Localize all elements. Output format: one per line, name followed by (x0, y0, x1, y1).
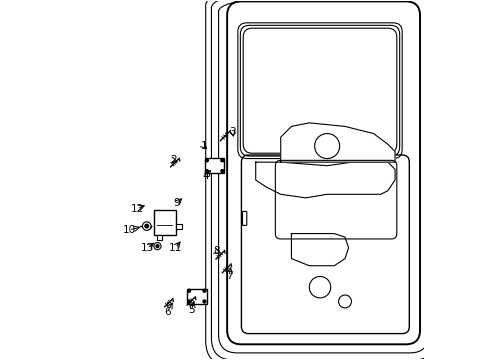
Text: 11: 11 (169, 243, 182, 253)
Text: 7: 7 (225, 271, 232, 282)
Text: 4: 4 (202, 171, 209, 181)
Circle shape (188, 300, 191, 303)
Circle shape (221, 159, 224, 162)
Circle shape (188, 289, 191, 292)
Polygon shape (281, 123, 395, 162)
Text: 13: 13 (141, 243, 154, 253)
Circle shape (143, 222, 151, 230)
Polygon shape (292, 234, 348, 266)
Text: 2: 2 (170, 156, 177, 165)
Circle shape (203, 289, 206, 292)
Circle shape (154, 243, 161, 249)
Text: 9: 9 (174, 198, 180, 208)
Bar (205, 158, 224, 173)
Bar (157, 235, 163, 240)
Bar (187, 289, 207, 303)
Circle shape (205, 170, 208, 172)
Circle shape (145, 224, 148, 228)
Text: 8: 8 (213, 247, 220, 256)
Bar (153, 210, 176, 235)
Text: 5: 5 (188, 305, 195, 315)
Text: 10: 10 (122, 225, 135, 235)
Text: 12: 12 (130, 203, 144, 213)
Circle shape (203, 300, 206, 303)
Bar (176, 224, 182, 229)
Text: 3: 3 (229, 127, 236, 137)
Circle shape (221, 170, 224, 172)
Circle shape (156, 245, 159, 248)
Text: 6: 6 (164, 307, 171, 317)
Circle shape (205, 159, 208, 162)
Text: 1: 1 (200, 141, 207, 151)
